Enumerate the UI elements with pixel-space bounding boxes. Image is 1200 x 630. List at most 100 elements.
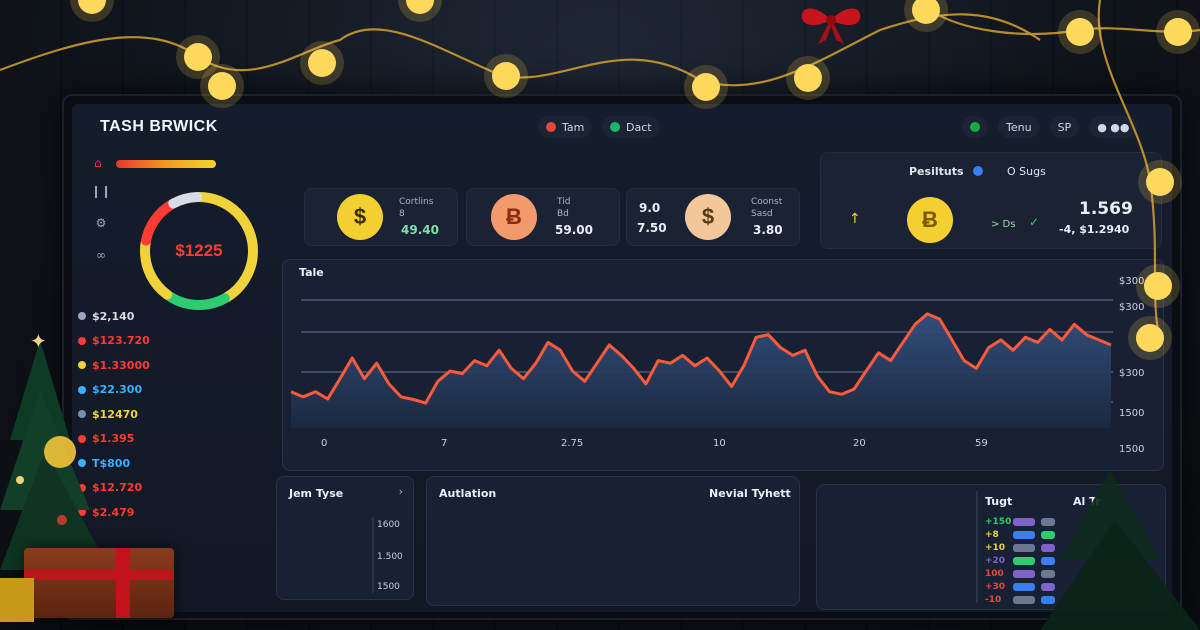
tag-row[interactable]: +30 (985, 580, 1155, 593)
tag-chip (1041, 530, 1055, 539)
tab-tam[interactable]: Tam (538, 116, 593, 138)
small-gift-box (0, 578, 34, 622)
legend-value: $123.720 (92, 334, 150, 348)
y-tick-label: $300 (1119, 302, 1144, 313)
legend-value: $2,140 (92, 309, 135, 323)
x-tick-label: 10 (713, 438, 726, 449)
chevron-right-icon[interactable]: › (398, 485, 403, 498)
legend-item[interactable]: $12.720 (78, 476, 198, 501)
donut-segment (140, 192, 258, 310)
tag-chip (1013, 530, 1035, 539)
bitcoin-coin-icon-2: Ƀ (907, 197, 953, 243)
legend-bullet-icon (78, 483, 86, 492)
mini-chart-1-svg: 1600 1.500 1500 (372, 517, 403, 593)
menu-chip[interactable]: ● ●● (1089, 116, 1138, 138)
tag-row[interactable]: +20 (985, 554, 1155, 567)
tag-chip (1013, 543, 1035, 552)
tag-label: 100 (985, 568, 1004, 579)
card3-left-top: 9.0 (639, 201, 661, 215)
tab-dact[interactable]: Dact (602, 116, 660, 138)
card1-label: Cortlins (399, 197, 434, 207)
balance-donut-chart (140, 192, 258, 310)
stat-card-1[interactable]: $ Cortlins 8 49.40 (304, 188, 458, 246)
x-tick-label: 59 (975, 438, 988, 449)
tag-chip (1041, 517, 1055, 526)
legend-item[interactable]: $1.395 (78, 427, 198, 452)
legend-item[interactable]: $123.720 (78, 329, 198, 354)
results-card[interactable]: Pesiltuts O Sugs ↑ Ƀ > Ds ✓ 1.569 -4, $1… (820, 152, 1162, 249)
x-tick-label: 2.75 (561, 438, 583, 449)
info-dot-icon (973, 166, 983, 176)
main-area-chart: 0 7 2.75 10 20 59 $300 $300 $300 1500 1500 Tale (282, 259, 1164, 471)
card3-label: Coonst (751, 197, 783, 207)
tag-row[interactable]: +150 (985, 515, 1155, 528)
tag-chip (1041, 556, 1055, 565)
card3-value: 3.80 (753, 223, 783, 237)
green-dot-icon (610, 122, 620, 132)
y-tick-label: 1500 (1119, 408, 1144, 419)
legend-item[interactable]: $12470 (78, 402, 198, 427)
progress-bar (116, 160, 216, 168)
main-chart-title: Tale (299, 266, 324, 279)
tag-chip (1041, 582, 1055, 591)
tag-row[interactable]: -10 (985, 593, 1155, 606)
y-tick-label: 1500 (377, 582, 400, 592)
donut-segments (140, 192, 258, 310)
tenu-label-chip[interactable]: Tenu (998, 116, 1040, 138)
stat-card-3[interactable]: 9.0 7.50 $ Coonst Sasd 3.80 (626, 188, 800, 246)
tenu-chip[interactable] (962, 116, 988, 138)
topbar-right: Tenu SP ● ●● (962, 116, 1138, 138)
legend-bullet-icon (78, 459, 86, 468)
y-tick-label: $300 (1119, 368, 1144, 379)
tenu-label: Tenu (1006, 120, 1032, 134)
legend-value: $1.33000 (92, 358, 150, 372)
results-arrow-label: > Ds (991, 219, 1016, 230)
x-tick-label: 20 (853, 438, 866, 449)
mini1-title: Jem Tyse (289, 487, 344, 500)
tag-row[interactable]: +8 (985, 528, 1155, 541)
tag-chip (1041, 595, 1055, 604)
main-chart-svg: 0 7 2.75 10 20 59 $300 $300 $300 1500 1500 (290, 276, 1144, 455)
y-tick-label: 1600 (377, 520, 400, 530)
legend-item[interactable]: $1.33000 (78, 353, 198, 378)
gift-box (24, 548, 174, 618)
legend-item[interactable]: $2,140 (78, 304, 198, 329)
mini2-right-title: Nevial Tyhett (709, 487, 791, 500)
dashboard-screen: TASH BRWICK Tam Dact Tenu SP ● ●● ⌂ ❙❙ ⚙… (72, 104, 1172, 612)
mini3-tag-list: +150 +8 +10 +20 100 +30 -10 (985, 515, 1155, 606)
link-icon[interactable]: ∞ (96, 248, 106, 262)
area-fill (291, 313, 1111, 428)
mini2-title: Autlation (439, 487, 497, 500)
x-tick-label: 7 (441, 438, 447, 449)
mini-chart-3-svg (976, 491, 978, 603)
x-tick-label: 0 (321, 438, 327, 449)
sp-label: SP (1057, 120, 1072, 134)
sp-chip[interactable]: SP (1049, 116, 1080, 138)
svg-text:✦: ✦ (30, 330, 47, 353)
donut-segment (140, 192, 258, 310)
check-icon: ✓ (1029, 215, 1040, 229)
tag-row[interactable]: 100 (985, 567, 1155, 580)
home-icon[interactable]: ⌂ (94, 156, 102, 170)
ribbon-bow-icon (801, 8, 861, 44)
stat-card-2[interactable]: Ƀ Tid Bd 59.00 (466, 188, 620, 246)
mini-chart-2: Autlation Nevial Tyhett (426, 476, 800, 606)
pause-icon[interactable]: ❙❙ (90, 184, 112, 198)
legend-value: $1.395 (92, 432, 135, 446)
legend-item[interactable]: $2.479 (78, 500, 198, 525)
legend-value: $12.720 (92, 481, 143, 495)
settings-icon[interactable]: ⚙ (95, 216, 107, 230)
legend-item[interactable]: $22.300 (78, 378, 198, 403)
balance-legend: $2,140 $123.720 $1.33000 $22.300 $12470 $1.39… (78, 304, 198, 525)
legend-item[interactable]: T$800 (78, 451, 198, 476)
tab-tam-label: Tam (562, 120, 585, 134)
tag-label: +20 (985, 555, 1006, 566)
legend-value: $22.300 (92, 383, 143, 397)
tag-chip (1013, 556, 1035, 565)
y-tick-label: 1500 (1119, 444, 1144, 455)
card2-sub: Bd (557, 209, 569, 219)
results-big-value: 1.569 (1079, 199, 1133, 219)
dollar-coin-icon-2: $ (685, 194, 731, 240)
tag-row[interactable]: +10 (985, 541, 1155, 554)
tag-label: +8 (985, 529, 999, 540)
